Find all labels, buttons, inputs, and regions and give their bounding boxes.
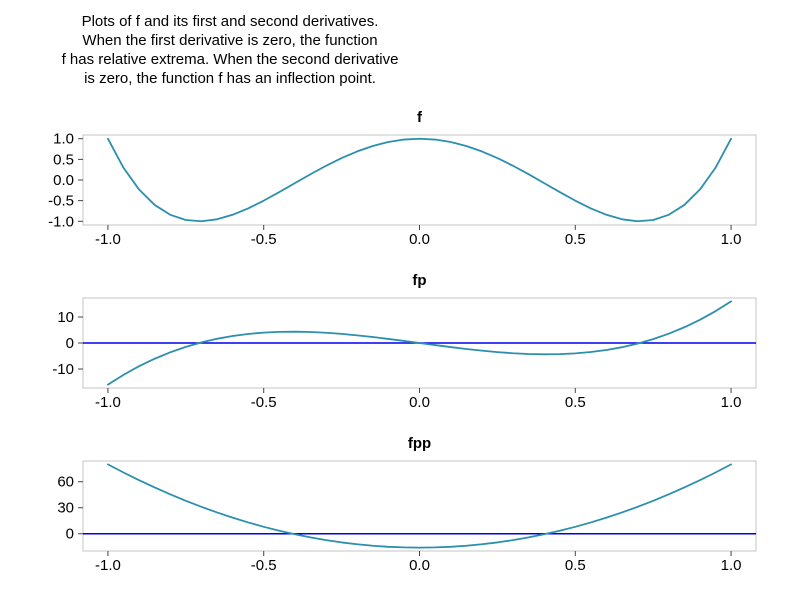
caption-line: is zero, the function f has an inflectio… [84,70,376,87]
svg-text:0.0: 0.0 [409,394,430,411]
caption-line: When the first derivative is zero, the f… [82,32,378,49]
svg-text:-0.5: -0.5 [251,557,277,574]
panel-fp: fp -1.0 -0.5 0.0 0.5 1.0 10 0 -10 [0,271,800,414]
svg-text:1.0: 1.0 [721,557,742,574]
panel-f-title: f [417,109,422,126]
svg-text:1.0: 1.0 [721,394,742,411]
svg-text:0.0: 0.0 [409,231,430,248]
caption-line: Plots of f and its first and second deri… [81,13,379,30]
svg-text:-10: -10 [52,361,74,378]
svg-text:0.0: 0.0 [53,172,74,189]
svg-text:0.0: 0.0 [409,557,430,574]
svg-text:-0.5: -0.5 [48,193,74,210]
caption: Plots of f and its first and second deri… [30,0,430,88]
svg-text:0: 0 [66,526,74,543]
panel-fpp-title: fpp [407,435,432,452]
panel-fpp: fpp -1.0 -0.5 0.0 0.5 1.0 60 30 0 [0,434,800,577]
svg-text:0: 0 [66,335,74,352]
svg-text:0.5: 0.5 [565,231,586,248]
panel-fp-title: fp [412,272,427,289]
svg-text:-1.0: -1.0 [95,394,121,411]
svg-text:1.0: 1.0 [53,131,74,148]
svg-text:30: 30 [57,500,74,517]
svg-text:-0.5: -0.5 [251,394,277,411]
f-plot: -1.0 -0.5 0.0 0.5 1.0 1.0 0.5 0.0 -0.5 -1.0 [48,131,757,248]
svg-text:1.0: 1.0 [721,231,742,248]
svg-text:0.5: 0.5 [565,557,586,574]
caption-line: f has relative extrema. When the second … [61,51,399,68]
svg-text:0.5: 0.5 [565,394,586,411]
svg-text:10: 10 [57,309,74,326]
svg-text:-0.5: -0.5 [251,231,277,248]
svg-text:60: 60 [57,474,74,491]
svg-text:-1.0: -1.0 [48,213,74,230]
svg-text:-1.0: -1.0 [95,231,121,248]
svg-text:-1.0: -1.0 [95,557,121,574]
panel-f: f -1.0 -0.5 0.0 0.5 1.0 1.0 0.5 0.0 -0.5 -1.0 [0,108,800,251]
fp-plot: -1.0 -0.5 0.0 0.5 1.0 10 0 -10 [52,297,757,411]
fpp-plot: -1.0 -0.5 0.0 0.5 1.0 60 30 0 [57,460,757,574]
svg-text:0.5: 0.5 [53,151,74,168]
